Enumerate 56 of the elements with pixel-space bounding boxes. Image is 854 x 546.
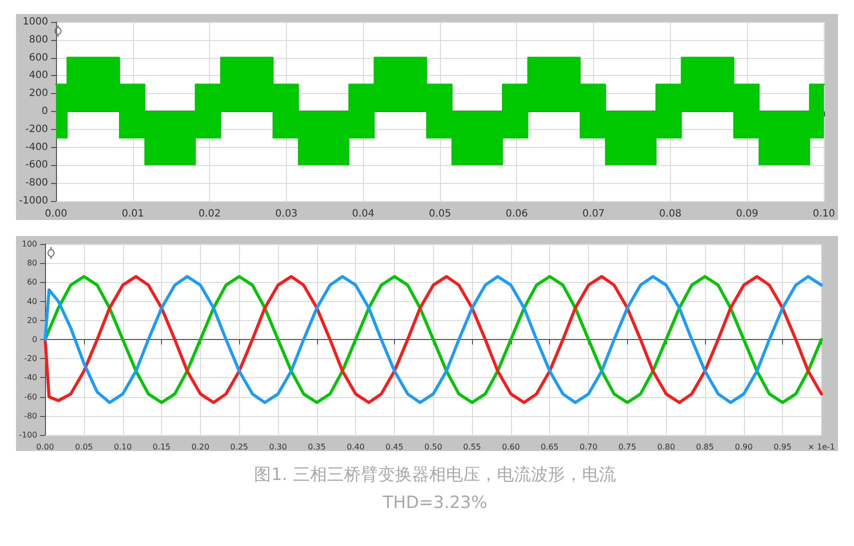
y-tick-label: -80 <box>24 411 38 420</box>
y-tick-label: -100 <box>19 430 38 440</box>
y-tick-label: -1000 <box>18 196 48 206</box>
y-tick-label: -20 <box>24 354 38 364</box>
x-tick-label: 0.05 <box>75 442 93 452</box>
x-tick-label: 0.08 <box>659 208 682 220</box>
y-tick-label: 80 <box>26 258 38 268</box>
x-tick-label: 0.65 <box>540 442 559 452</box>
y-tick-label: -800 <box>25 178 48 189</box>
x-tick-label: 0.06 <box>506 208 528 220</box>
y-tick-label: -200 <box>25 124 48 135</box>
y-tick-label: 600 <box>28 52 48 64</box>
x-tick-label: 0.85 <box>696 442 714 452</box>
caption: 图1. 三相三桥臂变换器相电压，电流波形，电流THD=3.23% <box>253 464 617 515</box>
x-tick-label: 0.30 <box>269 442 287 452</box>
x-tick-label: 0.10 <box>114 442 132 452</box>
y-tick-label: 20 <box>26 316 38 325</box>
y-tick-label: 0 <box>42 106 48 117</box>
y-tick-label: 100 <box>22 240 38 248</box>
y-tick-label: 200 <box>28 88 48 100</box>
x-tick-label: 0.20 <box>191 442 210 452</box>
x-tick-label: 0.02 <box>198 208 221 220</box>
x-tick-label: 0.55 <box>463 442 481 452</box>
x-tick-label: 0.90 <box>734 442 753 452</box>
x-tick-label: 0.95 <box>774 442 792 452</box>
y-tick-label: 40 <box>26 296 38 306</box>
y-tick-label: 60 <box>26 278 38 287</box>
y-tick-label: 1000 <box>22 16 48 28</box>
line-series <box>44 274 823 404</box>
x-tick-label: 0.70 <box>580 442 598 452</box>
x-tick-label: 0.07 <box>582 208 605 220</box>
y-tick-label: -600 <box>25 160 48 171</box>
x-tick-label: × 1e-1 <box>808 442 835 452</box>
x-tick-label: 0.50 <box>424 442 442 452</box>
y-tick-label: 800 <box>28 34 48 46</box>
x-tick-label: 0.00 <box>36 442 54 452</box>
y-tick-label: -40 <box>24 373 38 382</box>
x-tick-label: 0.25 <box>230 442 248 452</box>
y-tick-label: 0 <box>32 335 38 344</box>
y-tick-label: 400 <box>28 70 48 82</box>
x-tick-label: 0.00 <box>44 208 68 220</box>
x-tick-label: 0.10 <box>812 208 835 220</box>
x-tick-label: 0.09 <box>736 208 758 220</box>
y-tick-label: -400 <box>25 142 48 153</box>
x-tick-label: 0.75 <box>618 442 636 452</box>
x-tick-label: 0.03 <box>275 208 298 220</box>
x-tick-label: 0.80 <box>657 442 676 452</box>
x-tick-label: 0.05 <box>428 208 452 220</box>
x-tick-label: 0.45 <box>386 442 404 452</box>
y-tick-label: -60 <box>24 392 38 402</box>
x-tick-label: 0.40 <box>346 442 365 452</box>
x-tick-label: 0.15 <box>152 442 170 452</box>
x-tick-label: 0.04 <box>352 208 374 220</box>
x-tick-label: 0.01 <box>122 208 144 220</box>
x-tick-label: 0.60 <box>502 442 520 452</box>
x-tick-label: 0.35 <box>308 442 326 452</box>
